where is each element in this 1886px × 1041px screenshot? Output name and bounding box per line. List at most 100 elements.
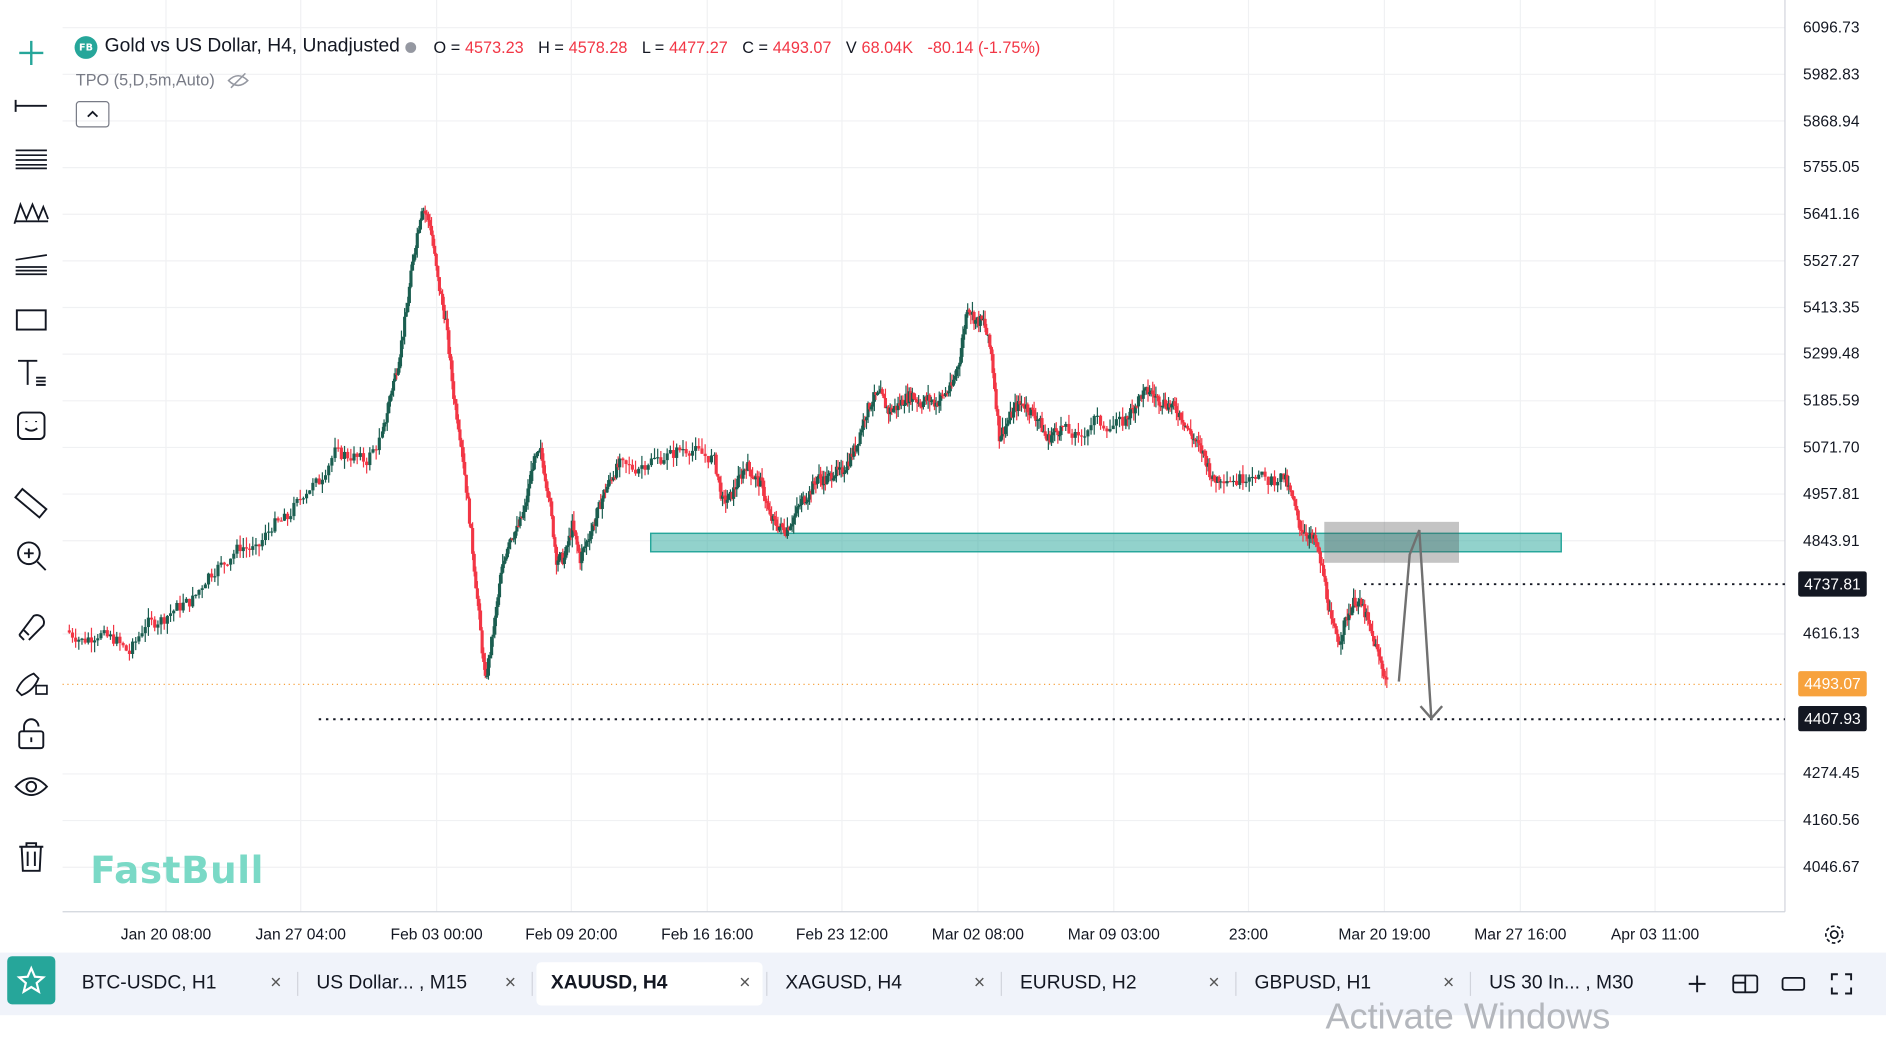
candle-body xyxy=(263,532,268,541)
add-tab-icon[interactable] xyxy=(1683,969,1712,998)
candle-body xyxy=(1140,395,1144,399)
candle-body xyxy=(406,303,410,313)
trend-line-icon[interactable] xyxy=(10,84,53,127)
candle-body xyxy=(855,445,859,452)
favorites-button[interactable] xyxy=(7,956,56,1005)
close-tab-icon[interactable]: × xyxy=(270,973,282,994)
emoji-icon[interactable] xyxy=(10,404,53,447)
candle-body xyxy=(542,460,546,474)
candle-body xyxy=(882,394,886,399)
candle-body xyxy=(879,389,883,393)
candle-body xyxy=(928,395,932,402)
candle-body xyxy=(1059,425,1063,436)
candle-body xyxy=(1320,563,1324,565)
candle-body xyxy=(1339,641,1343,645)
candle-body xyxy=(955,369,959,376)
candle-body xyxy=(535,451,540,457)
fib-lines-icon[interactable] xyxy=(10,137,53,180)
chart-tab[interactable]: EURUSD, H2 × xyxy=(1006,962,1232,1005)
lock-icon[interactable] xyxy=(10,712,53,755)
candle-body xyxy=(1016,401,1020,412)
symbol-title[interactable]: Gold vs US Dollar, H4, Unadjusted xyxy=(104,36,400,57)
candle-body xyxy=(1152,394,1156,398)
zoom-in-icon[interactable] xyxy=(10,534,53,577)
candle-body xyxy=(844,470,848,473)
chart-pane[interactable]: 6096.73 5982.83 5868.94 5755.05 5641.16 5527.… xyxy=(62,0,1886,950)
chart-tab[interactable]: XAGUSD, H4 × xyxy=(771,962,997,1005)
candle-body xyxy=(999,436,1003,442)
indicator-legend[interactable]: TPO (5,D,5m,Auto) xyxy=(76,71,249,89)
candle-body xyxy=(1157,396,1161,406)
candle-body xyxy=(546,491,551,498)
chart-tab[interactable]: US Dollar... , M15 × xyxy=(302,962,528,1005)
candle-body xyxy=(1315,542,1319,547)
candle-body xyxy=(1143,388,1147,391)
candle-body xyxy=(743,469,747,471)
pattern-icon[interactable] xyxy=(10,190,53,233)
layout-icon[interactable] xyxy=(1731,969,1760,998)
candle-body xyxy=(289,516,293,520)
close-tab-icon[interactable]: × xyxy=(973,973,986,994)
close-tab-icon[interactable]: × xyxy=(1208,973,1220,994)
ruler-icon[interactable] xyxy=(10,481,53,524)
eye-icon[interactable] xyxy=(10,765,53,808)
candle-body xyxy=(257,544,261,547)
candle-body xyxy=(1238,474,1242,485)
candle-body xyxy=(1312,535,1316,539)
candle-body xyxy=(915,399,919,403)
candle-body xyxy=(948,382,952,392)
candle-body xyxy=(1375,644,1379,650)
candle-body xyxy=(1189,429,1193,435)
collapse-legend-button[interactable] xyxy=(75,101,110,128)
candle-body xyxy=(368,452,372,466)
candle-body xyxy=(833,476,837,479)
price-chart[interactable] xyxy=(62,0,1886,950)
candle-body xyxy=(482,653,486,663)
trash-icon[interactable] xyxy=(10,835,53,878)
candle-body xyxy=(1385,677,1389,680)
candle-body xyxy=(779,523,783,527)
chart-tab[interactable]: US 30 In... , M30 xyxy=(1475,962,1701,1005)
ohlc-value: 4578.28 xyxy=(568,37,628,56)
fullscreen-icon[interactable] xyxy=(1827,969,1856,998)
candle-body xyxy=(1374,644,1378,647)
candle-body xyxy=(445,318,449,331)
gear-icon[interactable] xyxy=(1822,923,1846,947)
candle-body xyxy=(815,476,819,484)
broker-logo: FB xyxy=(74,35,98,59)
chart-tab[interactable]: BTC-USDC, H1 × xyxy=(67,962,293,1005)
rectangle-icon[interactable] xyxy=(10,298,53,341)
time-tick-label: Mar 20 19:00 xyxy=(1338,924,1431,943)
candle-body xyxy=(899,399,903,406)
candle-body xyxy=(1136,396,1141,407)
candle-body xyxy=(1279,473,1283,482)
time-tick-label: Mar 09 03:00 xyxy=(1067,924,1160,943)
candle-body xyxy=(1356,601,1360,607)
channel-icon[interactable] xyxy=(10,243,53,286)
candle-body xyxy=(581,548,585,553)
magnet-icon[interactable] xyxy=(10,604,53,647)
eye-off-icon[interactable] xyxy=(226,72,249,89)
crosshair-icon[interactable] xyxy=(10,31,53,74)
drawing-toolbar xyxy=(0,0,63,951)
single-layout-icon[interactable] xyxy=(1779,969,1808,998)
candle-body xyxy=(964,314,968,329)
candle-body xyxy=(618,458,622,468)
candle-body xyxy=(1163,399,1167,407)
candle-body xyxy=(1306,535,1310,539)
lock-drawing-icon[interactable] xyxy=(10,657,53,700)
candle-body xyxy=(809,491,813,495)
candle-body xyxy=(1053,428,1057,433)
chart-tab[interactable]: XAUUSD, H4 × xyxy=(536,962,763,1006)
text-tool-icon[interactable] xyxy=(10,351,53,394)
close-tab-icon[interactable]: × xyxy=(1442,973,1455,994)
candle-body xyxy=(735,487,739,490)
candle-body xyxy=(1369,623,1373,631)
candle-body xyxy=(466,492,470,499)
close-tab-icon[interactable]: × xyxy=(504,973,517,994)
close-tab-icon[interactable]: × xyxy=(739,973,751,994)
chart-tab[interactable]: GBPUSD, H1 × xyxy=(1240,962,1466,1005)
candle-body xyxy=(168,613,173,616)
candle-body xyxy=(777,526,782,531)
